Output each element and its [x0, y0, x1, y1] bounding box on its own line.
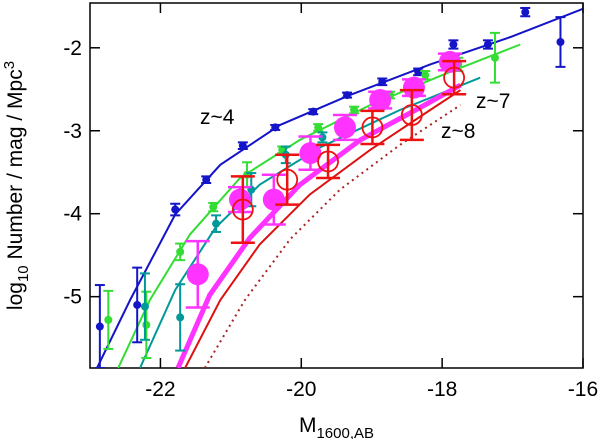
point — [490, 53, 499, 62]
x-axis-label: M1600,AB — [299, 414, 374, 439]
x-tick-label: -18 — [427, 378, 457, 401]
point — [212, 219, 221, 228]
point — [449, 40, 458, 49]
plot-area — [94, 6, 583, 368]
series-label: z~8 — [441, 120, 475, 143]
point — [309, 107, 318, 116]
point — [262, 188, 285, 211]
point — [104, 315, 113, 324]
point — [299, 142, 322, 165]
point — [231, 198, 254, 221]
point — [314, 123, 323, 132]
series-label: z~4 — [200, 106, 235, 129]
y-label-sup: 3 — [1, 61, 18, 69]
y-tick-label: -5 — [63, 286, 82, 309]
point — [171, 205, 180, 214]
point — [421, 71, 430, 80]
plot-frame — [89, 2, 584, 369]
series-label: z~7 — [476, 90, 510, 113]
x-tick-label: -22 — [145, 378, 175, 401]
point — [238, 141, 247, 150]
fit-curve — [184, 89, 462, 368]
point — [133, 300, 142, 309]
point — [276, 168, 299, 191]
y-tick-label: -2 — [63, 37, 82, 60]
x-label-sub: 1600,AB — [316, 425, 374, 439]
point — [140, 302, 149, 311]
point — [369, 89, 392, 112]
point — [521, 8, 530, 17]
point — [414, 67, 423, 76]
point — [400, 104, 423, 126]
y-tick-label: -3 — [63, 120, 82, 143]
y-label-main: Number / mag / Mpc — [4, 69, 27, 265]
fit-curve — [175, 82, 462, 368]
point — [402, 76, 425, 99]
point — [176, 313, 185, 322]
point — [186, 263, 209, 286]
point — [443, 66, 466, 89]
point — [333, 116, 356, 139]
point — [343, 91, 352, 100]
fit-curve — [117, 43, 521, 368]
point — [378, 77, 387, 86]
fit-curve — [139, 76, 481, 368]
x-label-main: M — [299, 414, 317, 437]
point — [202, 175, 211, 184]
point — [176, 247, 185, 256]
fit-curve — [96, 7, 583, 368]
x-tick-label: -20 — [286, 378, 316, 401]
point — [361, 116, 384, 139]
y-tick-label: -4 — [63, 203, 82, 226]
point — [317, 150, 339, 173]
point — [483, 40, 492, 49]
y-label-log: log — [4, 282, 27, 310]
y-label-sub: 10 — [15, 265, 32, 282]
point — [271, 123, 280, 132]
point — [350, 106, 359, 115]
point — [556, 37, 565, 46]
y-axis-label: log10 Number / mag / Mpc3 — [1, 61, 32, 310]
point — [95, 322, 104, 331]
point — [209, 203, 218, 212]
x-tick-label: -16 — [568, 378, 598, 401]
point — [142, 320, 151, 329]
